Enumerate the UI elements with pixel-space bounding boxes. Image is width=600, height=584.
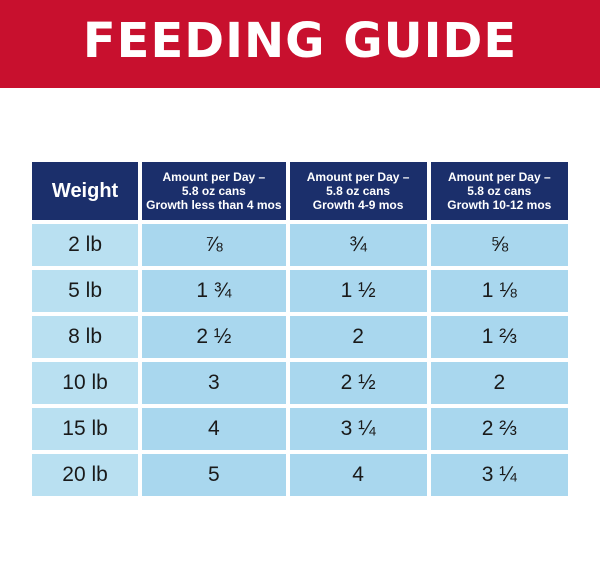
amount-cell: 2 [289, 316, 427, 358]
weight-cell: 5 lb [32, 270, 139, 312]
amount-cell: 3 ¼ [430, 454, 568, 496]
table-row: 20 lb 5 4 3 ¼ [32, 454, 568, 496]
weight-cell: 20 lb [32, 454, 139, 496]
header-line: Growth less than 4 mos [146, 198, 282, 212]
amount-cell: 2 ⅔ [430, 408, 568, 450]
header-weight: Weight [32, 162, 139, 220]
amount-cell: 1 ⅛ [430, 270, 568, 312]
amount-cell: 2 [430, 362, 568, 404]
amount-cell: 4 [289, 454, 427, 496]
amount-cell: ⅝ [430, 224, 568, 266]
weight-cell: 2 lb [32, 224, 139, 266]
header-growth-10-12-mos: Amount per Day – 5.8 oz cans Growth 10-1… [430, 162, 568, 220]
amount-cell: 3 [142, 362, 286, 404]
amount-cell: 1 ⅔ [430, 316, 568, 358]
header-line: Growth 10-12 mos [447, 198, 552, 212]
header-line: Amount per Day – [162, 170, 266, 184]
title-banner: FEEDING GUIDE [0, 0, 600, 88]
weight-cell: 8 lb [32, 316, 139, 358]
table-row: 2 lb ⅞ ¾ ⅝ [32, 224, 568, 266]
header-line: Growth 4-9 mos [312, 198, 404, 212]
header-growth-4-9-mos: Amount per Day – 5.8 oz cans Growth 4-9 … [289, 162, 427, 220]
table-row: 8 lb 2 ½ 2 1 ⅔ [32, 316, 568, 358]
header-line: Amount per Day – [447, 170, 551, 184]
amount-cell: 1 ¾ [142, 270, 286, 312]
header-line: Amount per Day – [306, 170, 410, 184]
amount-cell: 2 ½ [289, 362, 427, 404]
amount-cell: ¾ [289, 224, 427, 266]
amount-cell: 3 ¼ [289, 408, 427, 450]
weight-cell: 15 lb [32, 408, 139, 450]
feeding-table: Weight Amount per Day – 5.8 oz cans Grow… [28, 158, 572, 500]
header-line: 5.8 oz cans [326, 184, 391, 198]
amount-cell: 4 [142, 408, 286, 450]
table-row: 10 lb 3 2 ½ 2 [32, 362, 568, 404]
amount-cell: ⅞ [142, 224, 286, 266]
page-title: FEEDING GUIDE [82, 13, 518, 69]
table-row: 15 lb 4 3 ¼ 2 ⅔ [32, 408, 568, 450]
weight-cell: 10 lb [32, 362, 139, 404]
feeding-table-container: Weight Amount per Day – 5.8 oz cans Grow… [32, 162, 568, 496]
amount-cell: 2 ½ [142, 316, 286, 358]
table-header-row: Weight Amount per Day – 5.8 oz cans Grow… [32, 162, 568, 220]
header-growth-under-4-mos: Amount per Day – 5.8 oz cans Growth less… [142, 162, 286, 220]
amount-cell: 1 ½ [289, 270, 427, 312]
amount-cell: 5 [142, 454, 286, 496]
table-row: 5 lb 1 ¾ 1 ½ 1 ⅛ [32, 270, 568, 312]
header-line: 5.8 oz cans [467, 184, 532, 198]
header-line: 5.8 oz cans [181, 184, 246, 198]
